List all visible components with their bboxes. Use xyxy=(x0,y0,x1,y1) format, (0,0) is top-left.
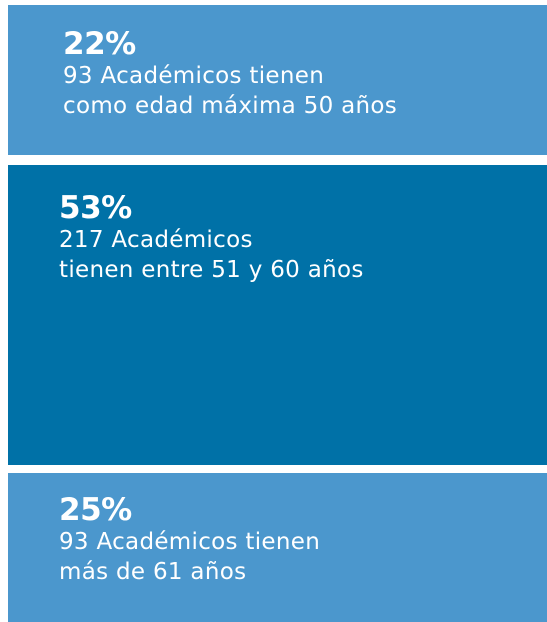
description: 93 Académicos tienen xyxy=(63,63,325,89)
description: 93 Académicos tienen xyxy=(59,529,321,555)
percent: 22% xyxy=(63,26,136,62)
percent: 25% xyxy=(59,492,132,528)
percent: 53% xyxy=(59,190,132,226)
description: 217 Académicos xyxy=(59,227,253,253)
description: más de 61 años xyxy=(59,559,247,585)
description: tienen entre 51 y 60 años xyxy=(59,257,364,283)
age-block: 22% 93 Académicos tienen como edad máxim… xyxy=(8,5,547,155)
age-block: 53% 217 Académicos tienen entre 51 y 60 … xyxy=(8,165,547,465)
description: como edad máxima 50 años xyxy=(63,93,398,119)
age-block: 25% 93 Académicos tienen más de 61 años xyxy=(8,473,547,622)
